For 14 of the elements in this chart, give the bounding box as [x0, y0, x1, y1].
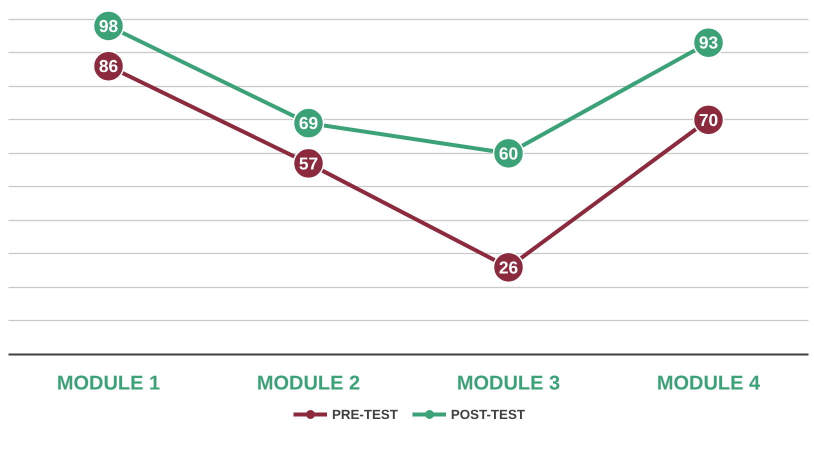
data-label: 86 [98, 56, 118, 76]
legend-label: POST-TEST [450, 406, 525, 422]
x-tick-label: MODULE 3 [456, 372, 560, 394]
x-tick-label: MODULE 1 [56, 372, 160, 394]
x-tick-label: MODULE 4 [656, 372, 762, 394]
data-label: 60 [498, 143, 518, 164]
data-label: 26 [498, 257, 518, 278]
data-label: 70 [698, 110, 718, 130]
data-label: 69 [298, 113, 318, 134]
data-label: 98 [98, 16, 118, 36]
legend-label: PRE-TEST [332, 406, 398, 422]
x-tick-label: MODULE 2 [256, 372, 360, 394]
data-label: 93 [698, 32, 718, 53]
data-label: 57 [298, 153, 318, 174]
